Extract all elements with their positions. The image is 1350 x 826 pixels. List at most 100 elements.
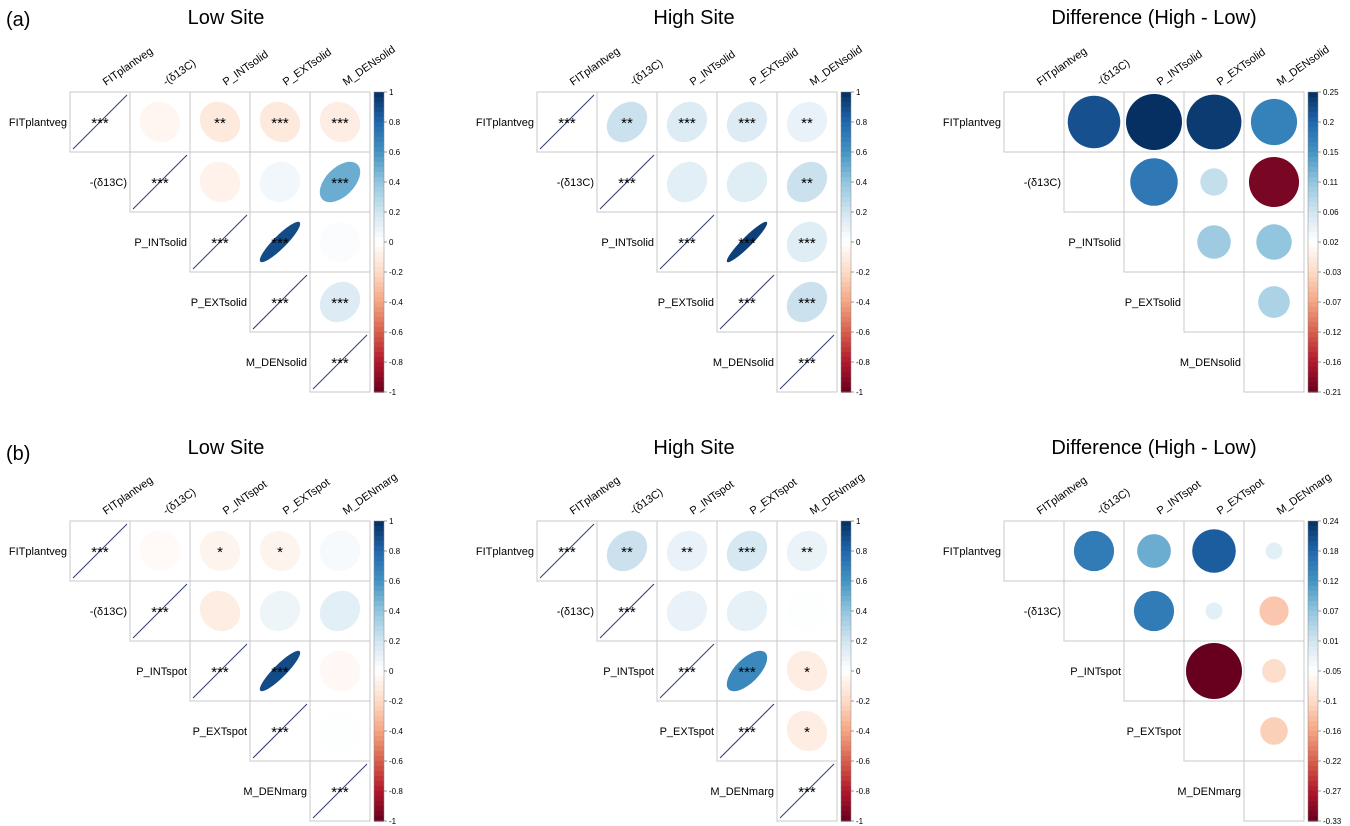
colorbar-segment (841, 741, 851, 747)
correlation-ellipse-mark (259, 530, 301, 572)
colorbar-segment (841, 586, 851, 592)
significance-label: *** (271, 664, 289, 681)
matrix-cell (776, 211, 838, 273)
significance-label: *** (738, 115, 756, 132)
colorbar-segment (374, 801, 384, 807)
column-label: -(δ13C) (628, 486, 665, 517)
colorbar-segment (1308, 132, 1318, 138)
colorbar-segment (1308, 621, 1318, 627)
colorbar-segment (841, 751, 851, 757)
colorbar-segment (374, 182, 384, 188)
diff-circle-mark (1130, 158, 1178, 206)
significance-label: *** (91, 115, 109, 132)
colorbar-segment (1308, 307, 1318, 313)
colorbar-segment (1308, 232, 1318, 238)
colorbar-segment (1308, 636, 1318, 642)
significance-label: *** (331, 784, 349, 801)
colorbar-segment (841, 616, 851, 622)
colorbar-segment (841, 761, 851, 767)
colorbar-segment (1308, 746, 1318, 752)
row-label: -(δ13C) (1024, 606, 1061, 618)
correlation-ellipse-mark (786, 530, 828, 572)
colorbar-tick-label: -0.6 (389, 328, 403, 337)
colorbar-segment (374, 761, 384, 767)
colorbar-segment (841, 162, 851, 168)
colorbar-segment (1308, 616, 1318, 622)
correlation-ellipse-mark (319, 710, 361, 752)
colorbar-segment (374, 247, 384, 253)
colorbar-segment (1308, 372, 1318, 378)
colorbar-segment (1308, 252, 1318, 258)
colorbar-tick-label: 0.11 (1323, 178, 1339, 187)
colorbar-segment (374, 796, 384, 802)
colorbar-segment (374, 362, 384, 368)
colorbar-segment (841, 596, 851, 602)
significance-label: *** (211, 235, 229, 252)
row-label: -(δ13C) (557, 606, 594, 618)
row-label: M_DENsolid (1180, 357, 1241, 369)
significance-label: *** (271, 235, 289, 252)
colorbar-segment (841, 631, 851, 637)
colorbar-segment (1308, 551, 1318, 557)
significance-label: *** (678, 115, 696, 132)
correlation-ellipse-mark (726, 221, 768, 263)
colorbar-segment (841, 267, 851, 273)
significance-label: ** (681, 544, 693, 561)
colorbar-segment (374, 377, 384, 383)
significance-label: ** (801, 115, 813, 132)
colorbar-segment (1308, 92, 1318, 98)
colorbar-segment (1308, 726, 1318, 732)
colorbar-segment (841, 317, 851, 323)
colorbar-segment (374, 242, 384, 248)
correlation-ellipse-mark (726, 530, 768, 572)
colorbar-segment (841, 352, 851, 358)
colorbar-segment (1308, 127, 1318, 133)
colorbar-segment (841, 197, 851, 203)
colorbar-segment (374, 107, 384, 113)
colorbar-segment (374, 536, 384, 542)
column-label: P_EXTsolid (748, 46, 801, 88)
colorbar-tick-label: -1 (856, 817, 864, 826)
colorbar-segment (374, 332, 384, 338)
colorbar-segment (841, 636, 851, 642)
colorbar-segment (374, 207, 384, 213)
colorbar-segment (374, 127, 384, 133)
colorbar-tick-label: 1 (389, 517, 394, 526)
colorbar-segment (1308, 776, 1318, 782)
colorbar-segment (374, 686, 384, 692)
row-label: M_DENmarg (243, 786, 307, 798)
correlation-ellipse-mark (786, 221, 828, 263)
colorbar-segment (841, 786, 851, 792)
colorbar-segment (374, 606, 384, 612)
matrix-cell (1123, 211, 1185, 273)
colorbar-segment (1308, 162, 1318, 168)
colorbar-segment (841, 92, 851, 98)
matrix-cell (1243, 700, 1305, 762)
matrix-cell (1123, 640, 1185, 702)
diagonal-line-mark (252, 274, 308, 330)
colorbar-tick-label: 0.18 (1323, 547, 1339, 556)
colorbar-segment (374, 317, 384, 323)
colorbar-segment (374, 367, 384, 373)
significance-label: *** (678, 235, 696, 252)
colorbar-segment (1308, 556, 1318, 562)
colorbar-segment (1308, 646, 1318, 652)
colorbar-segment (1308, 796, 1318, 802)
chart-title: Low Site (188, 7, 265, 29)
colorbar-segment (1308, 706, 1318, 712)
colorbar-segment (374, 97, 384, 103)
diagonal-line-mark (539, 523, 595, 579)
diagonal-line-mark (192, 214, 248, 270)
colorbar-segment (374, 541, 384, 547)
column-label: P_EXTspot (1215, 476, 1266, 517)
colorbar-tick-label: -0.2 (389, 697, 403, 706)
column-label: -(δ13C) (1095, 57, 1132, 88)
significance-label: *** (678, 664, 696, 681)
colorbar-segment (374, 726, 384, 732)
corrplot-panel-1: Low Site*** ** *** ****** ****** ****** ******… (9, 7, 403, 397)
colorbar-segment (841, 701, 851, 707)
diagonal-line-mark (252, 703, 308, 759)
colorbar-segment (841, 287, 851, 293)
correlation-ellipse-mark (139, 530, 181, 572)
colorbar-segment (1308, 172, 1318, 178)
